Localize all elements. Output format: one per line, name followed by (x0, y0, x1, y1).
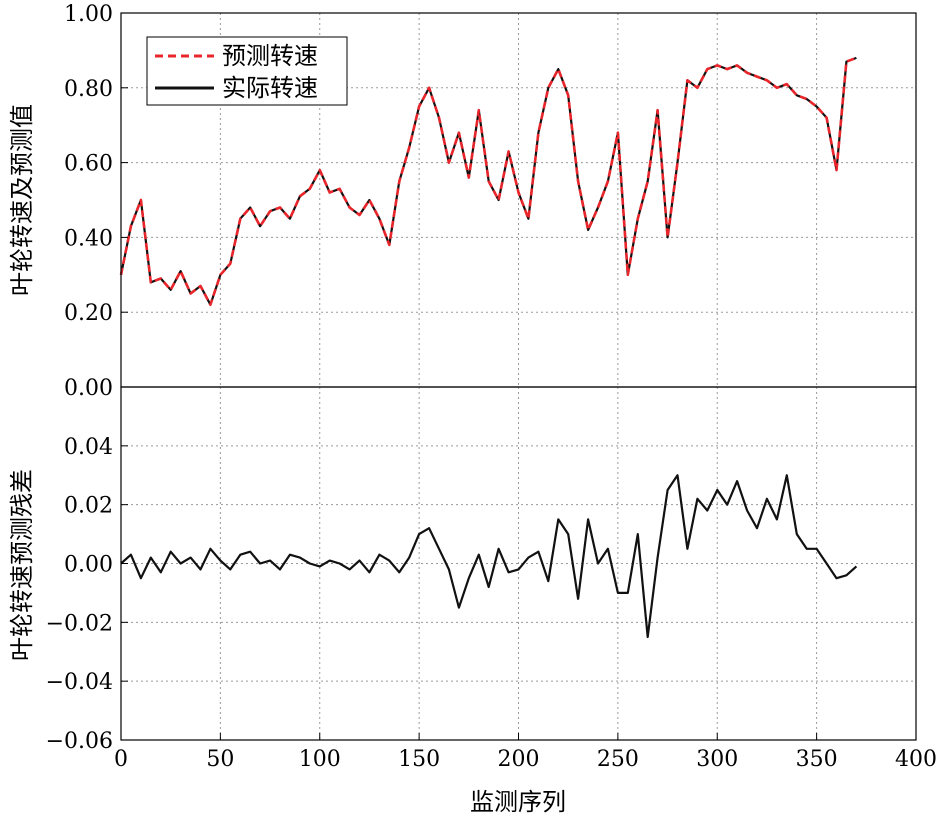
bottom-panel: −0.06 −0.04 −0.02 0.00 0.02 0.04 0 50 100 150 200… (8, 386, 937, 816)
x-tick-label: 0 (114, 747, 128, 772)
x-axis-title: 监测序列 (470, 788, 566, 816)
x-tick-label: 350 (796, 747, 838, 772)
top-series-group (119, 56, 857, 307)
bottom-y-ticks: −0.06 −0.04 −0.02 0.00 0.02 0.04 (46, 435, 128, 754)
y-tick-label: 0.40 (64, 226, 113, 251)
bottom-series-group (120, 474, 858, 639)
x-tick-label: 300 (696, 747, 738, 772)
y-tick-label: 0.20 (64, 301, 113, 326)
x-tick-label: 100 (299, 747, 341, 772)
top-y-ticks: 0.00 0.20 0.40 0.60 0.80 1.00 (64, 2, 128, 401)
y-tick-label: 0.02 (64, 494, 113, 519)
y-tick-label: 0.04 (64, 435, 113, 460)
top-grid (121, 13, 916, 387)
legend-box (146, 36, 348, 106)
x-tick-label: 200 (498, 747, 540, 772)
y-tick-label: −0.04 (46, 670, 113, 695)
y-tick-label: 0.80 (64, 77, 113, 102)
bottom-x-ticks: 0 50 100 150 200 250 300 350 400 (114, 733, 937, 772)
y-tick-label: 0.00 (64, 553, 113, 578)
actual-series-line (120, 474, 858, 639)
top-y-axis-title: 叶轮转速及预测值 (8, 104, 36, 296)
predicted-series-line (119, 56, 857, 307)
x-tick-label: 400 (895, 747, 937, 772)
x-tick-label: 150 (398, 747, 440, 772)
y-tick-label: 0.60 (64, 152, 113, 177)
y-tick-label: 0.00 (64, 376, 113, 401)
x-tick-label: 50 (206, 747, 234, 772)
bottom-y-axis-title: 叶轮转速预测残差 (8, 469, 36, 661)
legend: 预测转速 实际转速 (146, 36, 348, 106)
bottom-grid (121, 387, 916, 740)
bottom-plot-frame (120, 386, 917, 741)
legend-predicted-label: 预测转速 (222, 42, 318, 70)
y-tick-label: −0.06 (46, 729, 113, 754)
x-tick-label: 250 (597, 747, 639, 772)
legend-actual-label: 实际转速 (222, 74, 318, 102)
y-tick-label: 1.00 (64, 2, 113, 27)
top-panel: 0.00 0.20 0.40 0.60 0.80 1.00 叶轮转速及预测值 预测转速 实… (8, 2, 917, 401)
y-tick-label: −0.02 (46, 611, 113, 636)
